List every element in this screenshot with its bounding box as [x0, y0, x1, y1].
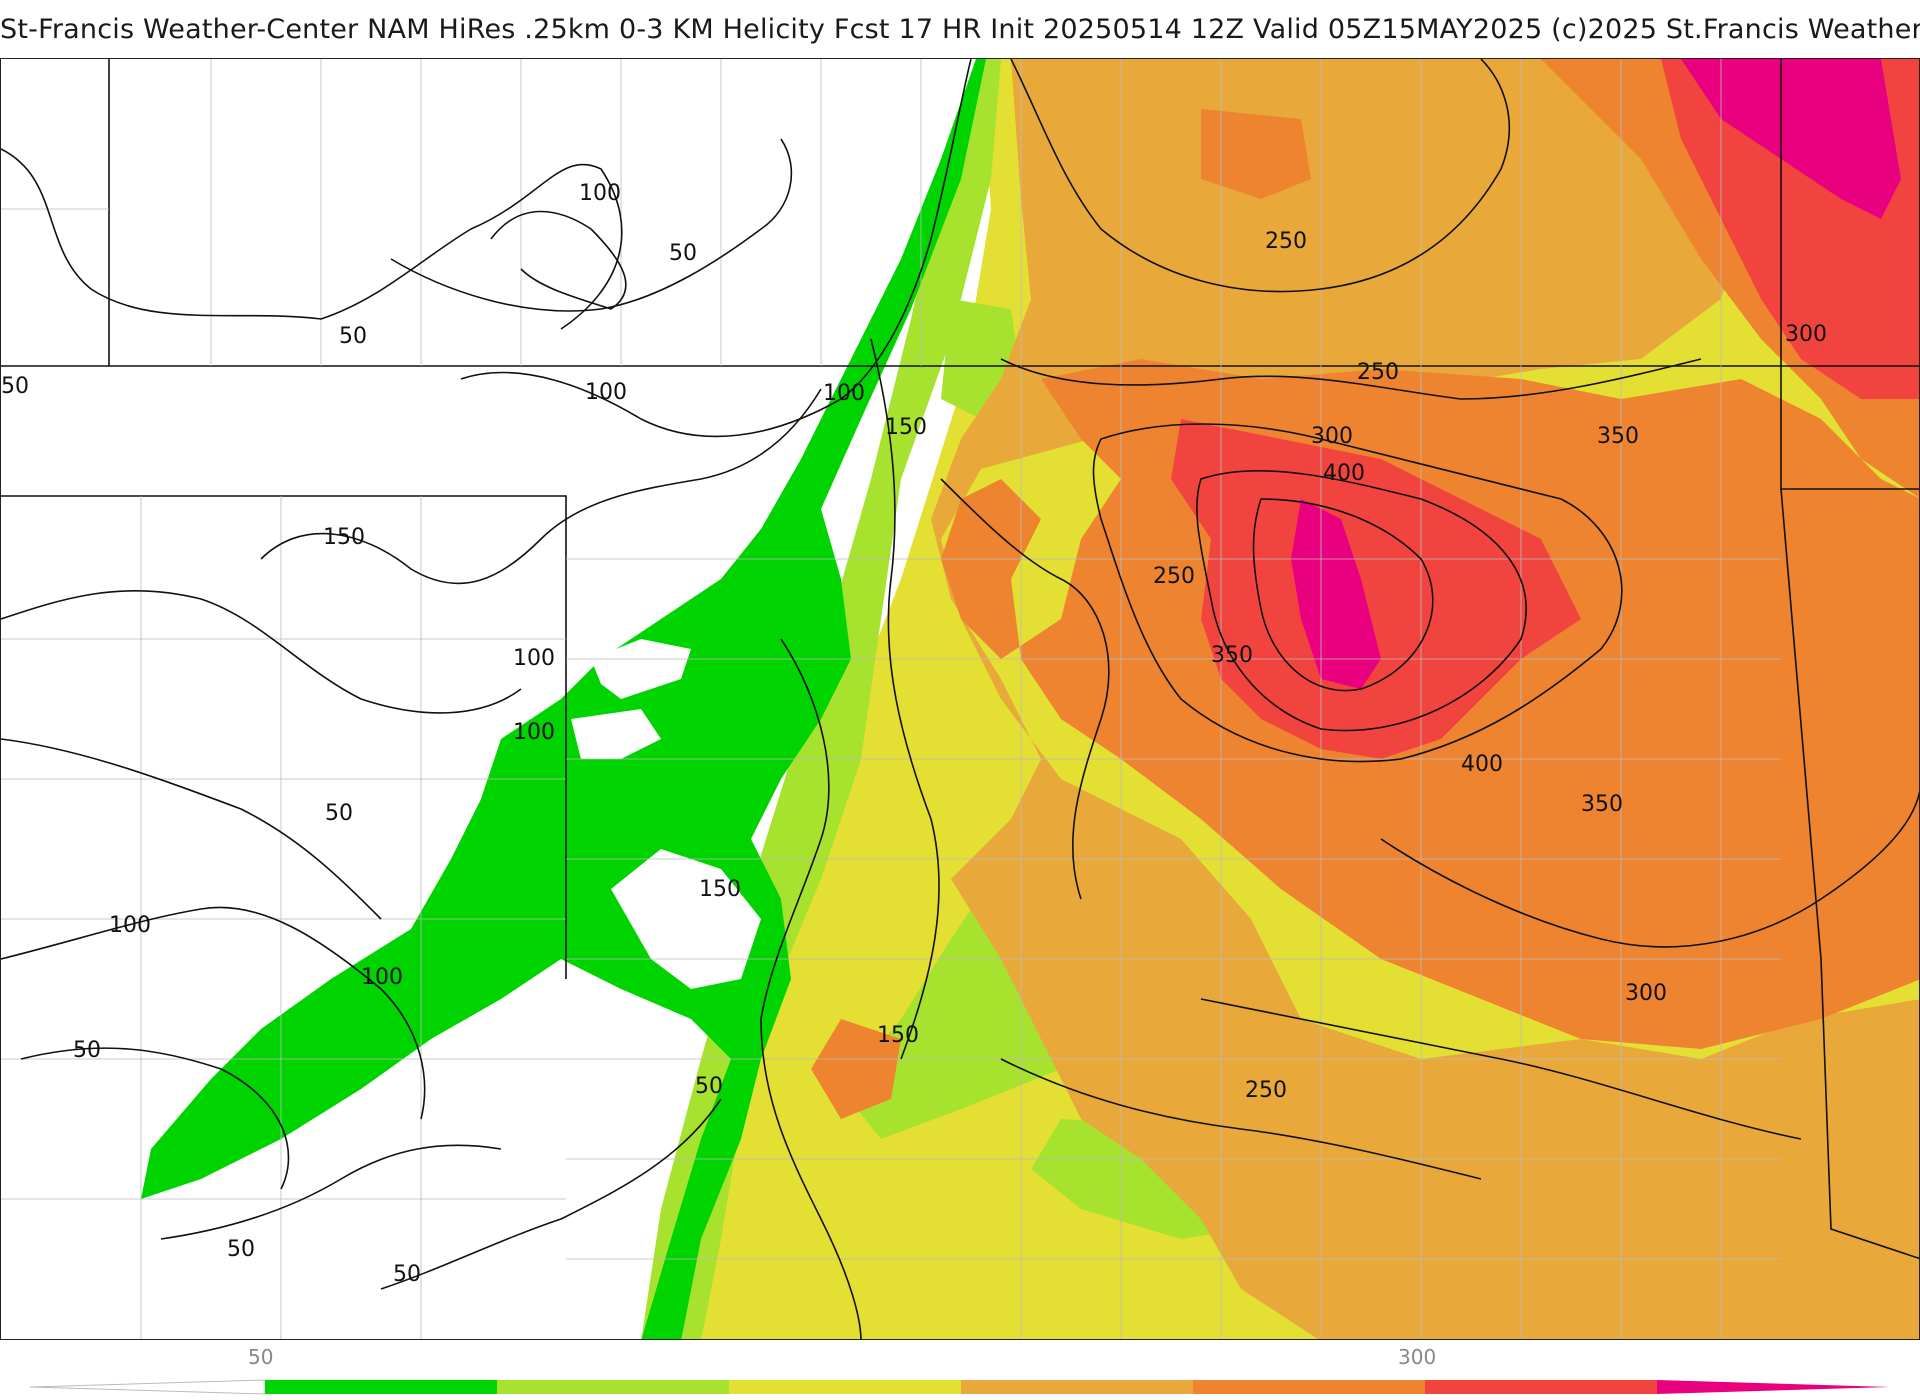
contour-label: 100 — [361, 965, 403, 990]
helicity-band-magenta-2 — [1681, 59, 1901, 219]
contour-label: 250 — [1153, 564, 1195, 589]
state-border-3 — [1, 495, 567, 979]
contour-label: 250 — [1245, 1078, 1287, 1103]
contour-label: 100 — [513, 646, 555, 671]
contour-label: 100 — [513, 720, 555, 745]
contour-100-north — [460, 59, 972, 438]
county-lines — [1, 59, 1781, 1339]
contour-label: 150 — [699, 877, 741, 902]
contour-label: 50 — [695, 1074, 723, 1099]
contour-label: 400 — [1461, 752, 1503, 777]
colorbar-segment — [1425, 1380, 1657, 1394]
contour-250-north — [1010, 59, 1510, 293]
contour-label: 50 — [393, 1262, 421, 1287]
contour-50-west — [1, 148, 623, 330]
contour-label: 50 — [325, 801, 353, 826]
contour-100-west — [490, 210, 627, 310]
contour-100-sw — [1, 906, 426, 1120]
helicity-hole-2 — [611, 849, 761, 989]
colorbar-tick-300: 300 — [1398, 1345, 1436, 1369]
contour-labels: 100 50 50 50 100 100 150 150 100 100 50 … — [1, 181, 1827, 1287]
contour-50-sw — [20, 1047, 290, 1190]
contour-label: 50 — [339, 324, 367, 349]
contour-label: 350 — [1581, 792, 1623, 817]
contour-label: 350 — [1597, 424, 1639, 449]
contour-50-south — [380, 1098, 722, 1290]
contour-label: 50 — [669, 241, 697, 266]
contour-300-east — [1380, 790, 1919, 948]
contour-label: 50 — [227, 1237, 255, 1262]
colorbar-right-arrow — [1657, 1380, 1890, 1394]
contour-150-center — [760, 638, 862, 1339]
contour-label: 100 — [579, 181, 621, 206]
helicity-band-orange-3 — [811, 1019, 901, 1119]
contour-label: 150 — [877, 1023, 919, 1048]
helicity-band-green — [141, 59, 986, 1339]
colorbar-segment — [265, 1380, 497, 1394]
county-line-2 — [1020, 59, 1722, 1339]
contour-label: 300 — [1785, 322, 1827, 347]
contour-label: 50 — [73, 1038, 101, 1063]
county-line-3 — [566, 558, 1781, 1260]
helicity-hole-3 — [571, 709, 661, 759]
colorbar-canvas: 50 300 — [29, 1345, 1890, 1395]
colorbar-segment — [961, 1380, 1193, 1394]
contour-label: 50 — [1, 374, 29, 399]
colorbar-segment — [1193, 1380, 1425, 1394]
contour-100-mid — [1, 589, 522, 714]
contour-50-mid — [1, 738, 382, 920]
contour-150-mid — [260, 388, 822, 585]
contour-label: 350 — [1211, 643, 1253, 668]
contour-label: 300 — [1311, 424, 1353, 449]
contour-label: 150 — [885, 415, 927, 440]
colorbar-segment — [497, 1380, 729, 1394]
helicity-hole-1 — [591, 639, 691, 699]
contour-label: 400 — [1323, 461, 1365, 486]
contour-250-mid — [1000, 358, 1702, 400]
colorbar: 50 300 — [0, 1340, 1920, 1400]
helicity-fill-layer — [141, 59, 1919, 1339]
contour-label: 100 — [823, 381, 865, 406]
colorbar-tick-50: 50 — [248, 1345, 273, 1369]
contour-250-se — [1200, 998, 1802, 1140]
helicity-band-magenta — [1291, 499, 1381, 689]
page-title: St-Francis Weather-Center NAM HiRes .25k… — [0, 14, 1920, 45]
contour-label: 250 — [1265, 229, 1307, 254]
county-line-4 — [1, 496, 566, 1339]
map-canvas: 100 50 50 50 100 100 150 150 100 100 50 … — [1, 59, 1919, 1339]
colorbar-segment — [729, 1380, 961, 1394]
contour-layer — [1, 59, 1919, 1339]
county-line-1 — [1, 59, 922, 366]
contour-label: 300 — [1625, 981, 1667, 1006]
contour-label: 150 — [323, 525, 365, 550]
helicity-band-red — [1171, 419, 1581, 759]
contour-400-ring — [1252, 498, 1434, 692]
contour-150-center2 — [870, 338, 940, 1060]
contour-350-ring — [1196, 469, 1527, 732]
helicity-band-orange-2 — [1201, 109, 1311, 199]
contour-label: 100 — [585, 380, 627, 405]
state-border-5 — [1780, 488, 1919, 1260]
contour-300-ring — [1092, 423, 1623, 763]
contour-50-sw2 — [160, 1144, 502, 1240]
contour-250-west — [940, 478, 1110, 900]
contour-250-south — [1000, 1058, 1482, 1180]
helicity-map: 100 50 50 50 100 100 150 150 100 100 50 … — [0, 58, 1920, 1340]
contour-50-north — [390, 138, 793, 312]
contour-label: 100 — [109, 913, 151, 938]
colorbar-left-arrow — [29, 1379, 266, 1395]
contour-label: 250 — [1357, 360, 1399, 385]
